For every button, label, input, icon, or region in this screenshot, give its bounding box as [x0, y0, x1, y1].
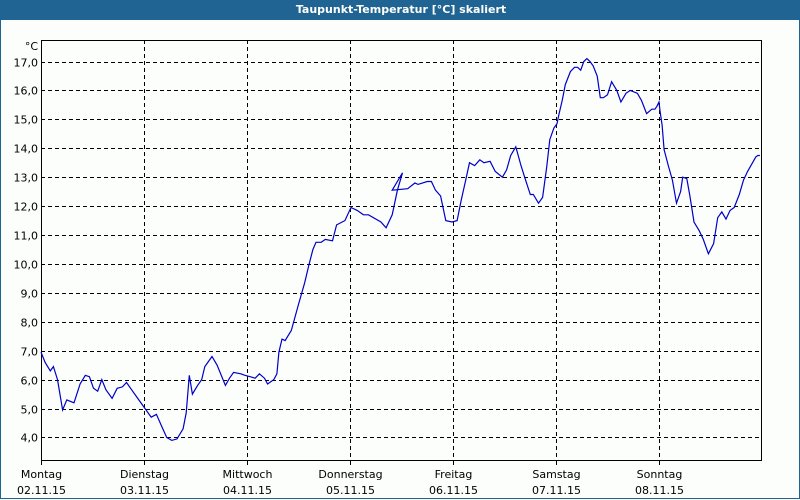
x-day-label: Sonntag [637, 468, 683, 481]
y-tick-label: 4,0 [21, 432, 39, 445]
x-date-label: 03.11.15 [120, 484, 169, 497]
x-day-label: Donnerstag [318, 468, 382, 481]
y-tick-label: 7,0 [21, 346, 39, 359]
y-axis: 4,0 5,0 6,0 7,0 8,0 9,0 10,0 11,0 12,0 13,0 14,0 15… [14, 57, 39, 445]
y-tick-label: 6,0 [21, 375, 39, 388]
y-tick-label: 12,0 [14, 201, 39, 214]
y-tick-label: 17,0 [14, 57, 39, 70]
x-day-label: Dienstag [120, 468, 169, 481]
y-tick-label: 5,0 [21, 404, 39, 417]
x-day-label: Mittwoch [223, 468, 273, 481]
x-axis: Montag 02.11.15 Dienstag 03.11.15 Mittwoch 04… [17, 460, 684, 497]
grid-lines [41, 40, 761, 460]
plot-frame [41, 40, 762, 461]
x-date-label: 07.11.15 [532, 484, 581, 497]
x-day-label: Montag [21, 468, 62, 481]
x-date-label: 04.11.15 [223, 484, 272, 497]
y-tick-label: 13,0 [14, 172, 39, 185]
x-day-label: Samstag [532, 468, 580, 481]
window-title: Taupunkt-Temperatur [°C] skaliert [1, 0, 800, 20]
x-date-label: 05.11.15 [326, 484, 375, 497]
y-tick-label: 10,0 [14, 259, 39, 272]
y-tick-label: 15,0 [14, 114, 39, 127]
x-date-label: 08.11.15 [635, 484, 684, 497]
y-tick-label: 11,0 [14, 230, 39, 243]
y-tick-label: 8,0 [21, 317, 39, 330]
y-tick-label: 16,0 [14, 85, 39, 98]
y-tick-label: 9,0 [21, 288, 39, 301]
y-tick-label: 14,0 [14, 143, 39, 156]
y-unit-label: °C [25, 40, 39, 53]
dewpoint-series-line [40, 57, 760, 442]
x-day-label: Freitag [435, 468, 473, 481]
x-date-label: 06.11.15 [429, 484, 478, 497]
x-date-label: 02.11.15 [17, 484, 66, 497]
